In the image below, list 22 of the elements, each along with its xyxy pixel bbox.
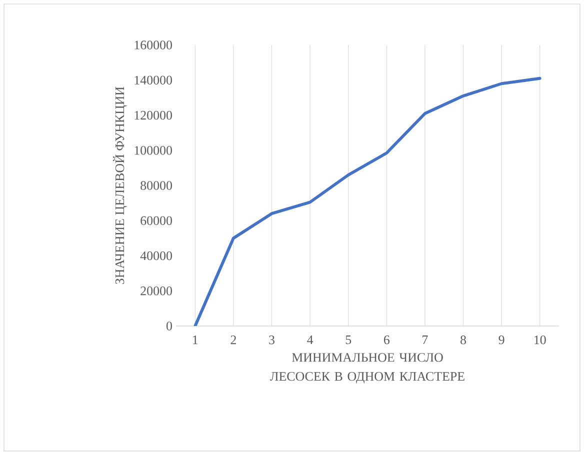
x-tick-label: 9 bbox=[498, 336, 504, 344]
x-tick-label: 5 bbox=[346, 336, 352, 344]
x-tick-label: 1 bbox=[193, 336, 198, 344]
x-axis-title: МИНИМАЛЬНОЕ ЧИСЛО ЛЕСОСЕК В ОДНОМ КЛАСТЕРЕ bbox=[270, 353, 464, 384]
x-tick-label: 7 bbox=[422, 336, 428, 344]
y-tick-label: 120000 bbox=[134, 110, 172, 120]
x-tick-label: 6 bbox=[384, 336, 390, 344]
y-tick-label: 0 bbox=[166, 322, 172, 330]
y-tick-label: 80000 bbox=[140, 181, 172, 190]
y-tick-label: 60000 bbox=[140, 216, 172, 225]
x-tick-label: 4 bbox=[307, 336, 314, 344]
x-tick-label: 2 bbox=[230, 336, 236, 344]
x-tick-label: 8 bbox=[460, 336, 466, 344]
y-tick-label: 160000 bbox=[134, 40, 172, 50]
y-tick-label: 20000 bbox=[140, 286, 172, 296]
y-tick-label: 140000 bbox=[134, 76, 172, 84]
x-tick-label: 3 bbox=[269, 336, 274, 344]
line-series bbox=[194, 76, 542, 326]
x-tick-label: 10 bbox=[534, 336, 546, 344]
y-tick-label: 100000 bbox=[134, 146, 172, 155]
y-tick-label: 40000 bbox=[140, 251, 172, 260]
y-axis-title: ЗНАЧЕНИЕ ЦЕЛЕВОЙ ФУНКЦИИ bbox=[113, 86, 127, 284]
